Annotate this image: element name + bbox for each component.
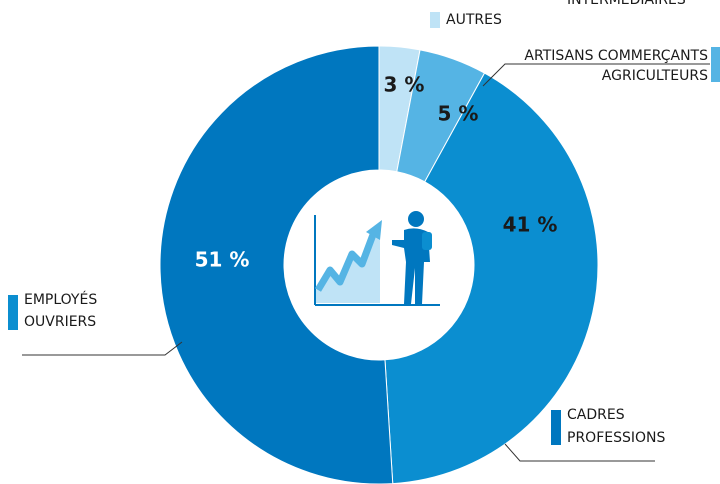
value-label: 41 % (503, 213, 558, 237)
legend-swatch (8, 295, 18, 330)
legend-swatch (551, 410, 561, 445)
legend-label: INTERMÉDIAIRES (567, 0, 686, 8)
legend-label: AUTRES (446, 12, 502, 28)
leader-line (22, 342, 182, 355)
center-icon (315, 211, 440, 305)
value-label: 3 % (384, 73, 425, 97)
legend-label: PROFESSIONS (567, 430, 665, 446)
legend-swatch (711, 47, 720, 82)
legend-label: AGRICULTEURS (602, 68, 708, 84)
chart: 3 % 5 % 41 % 51 % AUTRES ARTISANS COMMERÇANTS… (0, 0, 720, 484)
legend-swatch (430, 12, 440, 28)
legend-label: CADRES (567, 407, 625, 423)
legend-label: EMPLOYÉS (24, 291, 97, 308)
value-label: 5 % (438, 102, 479, 126)
leader-line (505, 444, 655, 461)
legend-label: ARTISANS COMMERÇANTS (524, 48, 708, 64)
value-label: 51 % (195, 248, 250, 272)
legend-label: OUVRIERS (24, 314, 96, 330)
